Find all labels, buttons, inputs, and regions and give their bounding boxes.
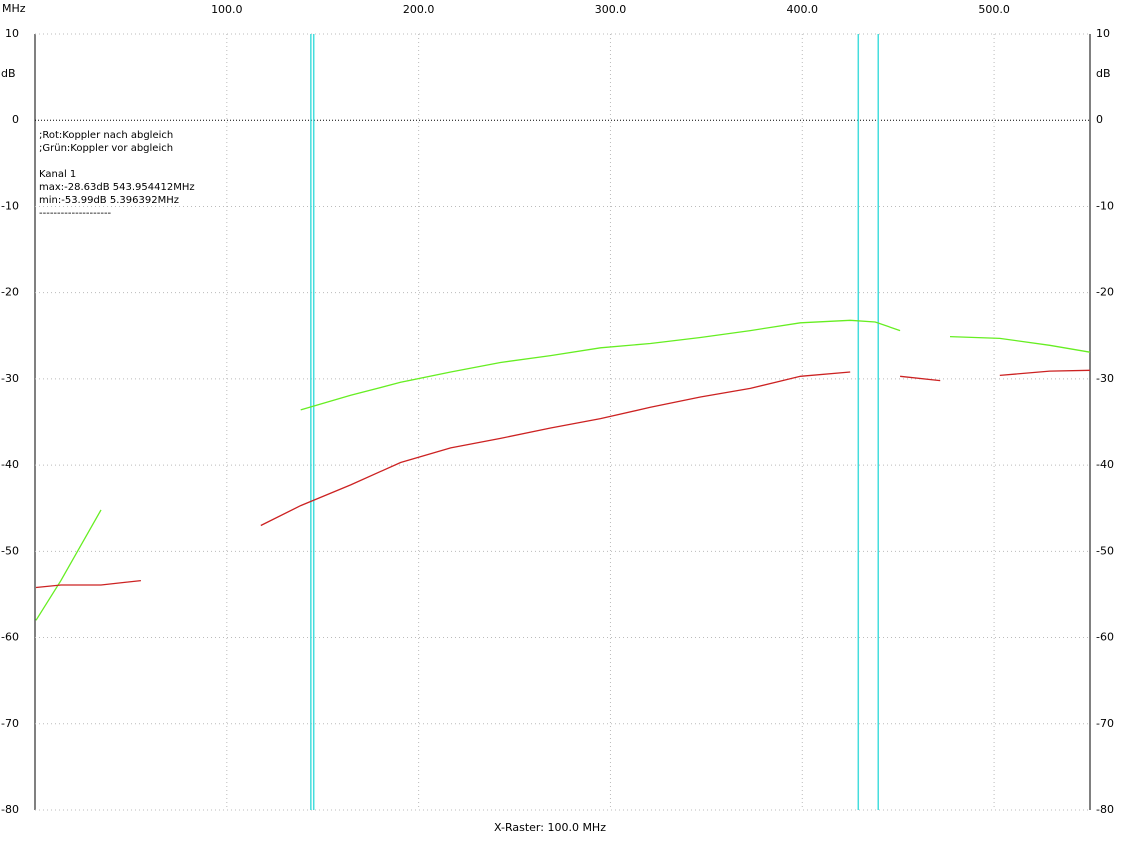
y-tick-label: -50 xyxy=(1,544,19,557)
y-unit-right: dB xyxy=(1096,67,1111,80)
y-tick-label: 0 xyxy=(12,113,19,126)
y-tick-label: -10 xyxy=(1,199,19,212)
annotation: -------------------- xyxy=(39,208,112,219)
annotation: max:-28.63dB 543.954412MHz xyxy=(39,182,195,193)
annotation: min:-53.99dB 5.396392MHz xyxy=(39,195,179,206)
x-tick-label: 200.0 xyxy=(403,3,435,16)
y-tick-label: -20 xyxy=(1,286,19,299)
y-tick-label-right: -60 xyxy=(1096,631,1114,644)
x-tick-label: 400.0 xyxy=(787,3,819,16)
annotation: Kanal 1 xyxy=(39,169,76,180)
x-tick-label: 100.0 xyxy=(211,3,243,16)
y-tick-label-right: -30 xyxy=(1096,372,1114,385)
y-tick-label-right: 0 xyxy=(1096,113,1103,126)
y-unit: dB xyxy=(1,67,16,80)
x-tick-label: 500.0 xyxy=(978,3,1010,16)
y-tick-label: 10 xyxy=(5,27,19,40)
y-tick-label: -60 xyxy=(1,631,19,644)
y-tick-label-right: -70 xyxy=(1096,717,1114,730)
y-tick-label-right: -10 xyxy=(1096,199,1114,212)
annotation: ;Grün:Koppler vor abgleich xyxy=(39,143,173,154)
x-unit: MHz xyxy=(2,2,26,15)
y-tick-label-right: -20 xyxy=(1096,286,1114,299)
x-raster: X-Raster: 100.0 MHz xyxy=(494,821,606,834)
x-tick-label: 300.0 xyxy=(595,3,627,16)
y-tick-label: -70 xyxy=(1,717,19,730)
y-tick-label: -30 xyxy=(1,372,19,385)
y-tick-label-right: -40 xyxy=(1096,458,1114,471)
y-tick-label-right: -50 xyxy=(1096,544,1114,557)
y-tick-label: -40 xyxy=(1,458,19,471)
series-line xyxy=(35,369,1091,589)
series-line xyxy=(35,319,1091,621)
y-tick-label: -80 xyxy=(1,803,19,816)
y-tick-label-right: 10 xyxy=(1096,27,1110,40)
annotation: ;Rot:Koppler nach abgleich xyxy=(39,130,173,141)
y-tick-label-right: -80 xyxy=(1096,803,1114,816)
